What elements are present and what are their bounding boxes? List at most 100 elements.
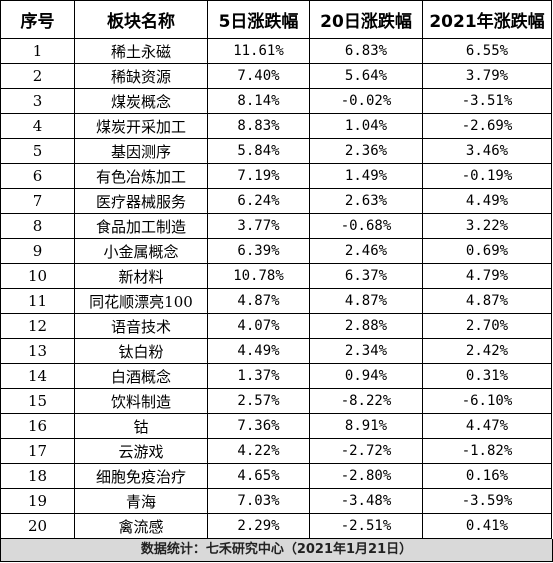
change-20day: -0.02%	[309, 88, 423, 114]
change-5day: 6.24%	[207, 188, 310, 214]
change-2021: 3.22%	[422, 213, 552, 239]
sector-name: 医疗器械服务	[74, 188, 208, 214]
change-5day: 4.65%	[207, 463, 310, 489]
sector-name: 食品加工制造	[74, 213, 208, 239]
row-index: 17	[0, 438, 75, 464]
table-row: 3 煤炭概念 8.14% -0.02% -3.51%	[0, 88, 552, 114]
table-row: 19 青海 7.03% -3.48% -3.59%	[0, 488, 552, 514]
row-index: 10	[0, 263, 75, 289]
sector-performance-table: 序号 板块名称 5日涨跌幅 20日涨跌幅 2021年涨跌幅 1 稀土永磁 11.61…	[0, 0, 552, 539]
sector-name: 稀缺资源	[74, 63, 208, 89]
change-5day: 3.77%	[207, 213, 310, 239]
sector-name: 白酒概念	[74, 363, 208, 389]
table-row: 14 白酒概念 1.37% 0.94% 0.31%	[0, 363, 552, 389]
row-index: 6	[0, 163, 75, 189]
row-index: 3	[0, 88, 75, 114]
change-20day: 2.34%	[309, 338, 423, 364]
change-5day: 1.37%	[207, 363, 310, 389]
row-index: 9	[0, 238, 75, 264]
sector-name: 新材料	[74, 263, 208, 289]
change-2021: 6.55%	[422, 38, 552, 64]
change-2021: 2.70%	[422, 313, 552, 339]
table-row: 8 食品加工制造 3.77% -0.68% 3.22%	[0, 213, 552, 239]
sector-name: 小金属概念	[74, 238, 208, 264]
change-20day: 8.91%	[309, 413, 423, 439]
row-index: 19	[0, 488, 75, 514]
header-row: 序号 板块名称 5日涨跌幅 20日涨跌幅 2021年涨跌幅	[0, 0, 552, 39]
change-2021: -0.19%	[422, 163, 552, 189]
change-2021: 4.79%	[422, 263, 552, 289]
table-row: 12 语音技术 4.07% 2.88% 2.70%	[0, 313, 552, 339]
change-5day: 4.49%	[207, 338, 310, 364]
change-20day: 1.04%	[309, 113, 423, 139]
change-2021: -3.51%	[422, 88, 552, 114]
sector-name: 煤炭开采加工	[74, 113, 208, 139]
table-row: 9 小金属概念 6.39% 2.46% 0.69%	[0, 238, 552, 264]
change-20day: -3.48%	[309, 488, 423, 514]
change-5day: 8.83%	[207, 113, 310, 139]
row-index: 12	[0, 313, 75, 339]
change-5day: 4.87%	[207, 288, 310, 314]
change-20day: -2.80%	[309, 463, 423, 489]
change-2021: 2.42%	[422, 338, 552, 364]
change-5day: 8.14%	[207, 88, 310, 114]
change-5day: 2.29%	[207, 513, 310, 539]
table-body: 1 稀土永磁 11.61% 6.83% 6.55% 2 稀缺资源 7.40% 5.64% 3.79…	[0, 38, 552, 539]
table-row: 5 基因测序 5.84% 2.36% 3.46%	[0, 138, 552, 164]
change-5day: 7.36%	[207, 413, 310, 439]
change-20day: 6.83%	[309, 38, 423, 64]
change-5day: 10.78%	[207, 263, 310, 289]
change-5day: 11.61%	[207, 38, 310, 64]
sector-name: 有色冶炼加工	[74, 163, 208, 189]
change-2021: 4.47%	[422, 413, 552, 439]
table-row: 6 有色冶炼加工 7.19% 1.49% -0.19%	[0, 163, 552, 189]
change-5day: 5.84%	[207, 138, 310, 164]
header-sector-name: 板块名称	[74, 0, 208, 39]
change-5day: 2.57%	[207, 388, 310, 414]
row-index: 14	[0, 363, 75, 389]
change-2021: -3.59%	[422, 488, 552, 514]
change-2021: -1.82%	[422, 438, 552, 464]
sector-name: 饮料制造	[74, 388, 208, 414]
change-5day: 6.39%	[207, 238, 310, 264]
change-5day: 7.19%	[207, 163, 310, 189]
change-20day: 2.88%	[309, 313, 423, 339]
sector-name: 云游戏	[74, 438, 208, 464]
change-2021: 4.87%	[422, 288, 552, 314]
row-index: 11	[0, 288, 75, 314]
change-2021: 0.69%	[422, 238, 552, 264]
change-2021: -2.69%	[422, 113, 552, 139]
change-20day: 1.49%	[309, 163, 423, 189]
header-index: 序号	[0, 0, 75, 39]
change-5day: 7.03%	[207, 488, 310, 514]
table-row: 10 新材料 10.78% 6.37% 4.79%	[0, 263, 552, 289]
table-row: 18 细胞免疫治疗 4.65% -2.80% 0.16%	[0, 463, 552, 489]
sector-name: 青海	[74, 488, 208, 514]
table-row: 17 云游戏 4.22% -2.72% -1.82%	[0, 438, 552, 464]
row-index: 7	[0, 188, 75, 214]
row-index: 1	[0, 38, 75, 64]
header-2021-change: 2021年涨跌幅	[422, 0, 552, 39]
change-2021: 4.49%	[422, 188, 552, 214]
table-row: 20 禽流感 2.29% -2.51% 0.41%	[0, 513, 552, 539]
change-20day: 6.37%	[309, 263, 423, 289]
row-index: 15	[0, 388, 75, 414]
change-20day: -2.51%	[309, 513, 423, 539]
table-row: 16 钴 7.36% 8.91% 4.47%	[0, 413, 552, 439]
sector-name: 钴	[74, 413, 208, 439]
table-row: 11 同花顺漂亮100 4.87% 4.87% 4.87%	[0, 288, 552, 314]
table-row: 13 钛白粉 4.49% 2.34% 2.42%	[0, 338, 552, 364]
header-20day-change: 20日涨跌幅	[309, 0, 423, 39]
table-row: 2 稀缺资源 7.40% 5.64% 3.79%	[0, 63, 552, 89]
sector-name: 细胞免疫治疗	[74, 463, 208, 489]
table-row: 1 稀土永磁 11.61% 6.83% 6.55%	[0, 38, 552, 64]
table-row: 15 饮料制造 2.57% -8.22% -6.10%	[0, 388, 552, 414]
sector-name: 禽流感	[74, 513, 208, 539]
row-index: 18	[0, 463, 75, 489]
row-index: 2	[0, 63, 75, 89]
change-2021: 3.79%	[422, 63, 552, 89]
change-5day: 4.07%	[207, 313, 310, 339]
change-20day: 5.64%	[309, 63, 423, 89]
sector-name: 煤炭概念	[74, 88, 208, 114]
